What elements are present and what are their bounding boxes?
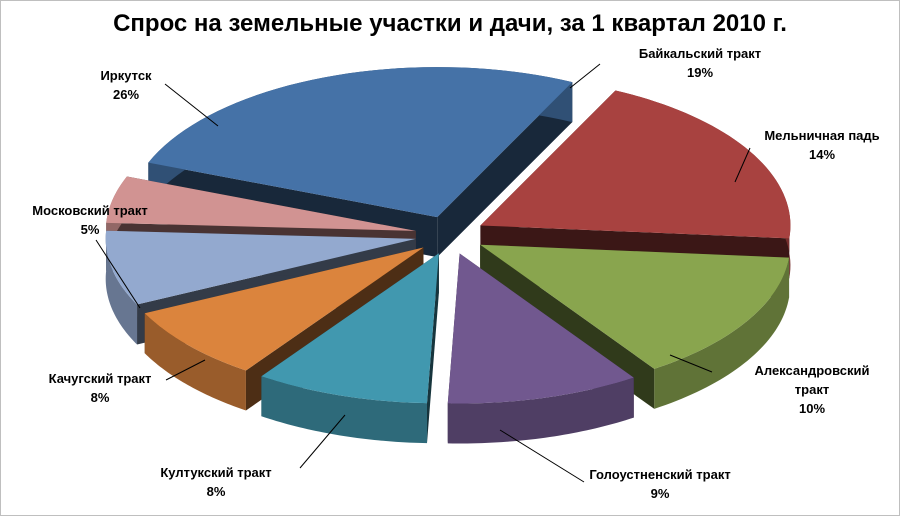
slice-percent-1: 19% xyxy=(687,65,713,80)
slice-percent-2: 14% xyxy=(809,147,835,162)
slice-label-7-line-1: Московский тракт xyxy=(32,203,148,218)
slice-label-1-line-1: Байкальский тракт xyxy=(639,46,761,61)
slice-label-3-line-1: Александровский xyxy=(754,363,869,378)
slice-label-2-line-1: Мельничная падь xyxy=(764,128,879,143)
leader-line-6 xyxy=(165,359,206,381)
pie-slice-3 xyxy=(447,253,634,444)
slice-percent-8: 26% xyxy=(113,87,139,102)
slice-label-8-line-1: Иркутск xyxy=(100,68,152,83)
leader-line-5 xyxy=(299,414,346,469)
leader-line-1 xyxy=(569,63,601,89)
pie-slices xyxy=(105,67,791,444)
slice-label-4-line-1: Голоустненский тракт xyxy=(589,467,730,482)
leader-line-4 xyxy=(499,429,585,483)
leader-line-3 xyxy=(669,354,713,373)
slice-label-5-line-1: Култукский тракт xyxy=(160,465,271,480)
slice-percent-6: 8% xyxy=(91,390,110,405)
slice-percent-7: 5% xyxy=(81,222,100,237)
slice-percent-4: 9% xyxy=(651,486,670,501)
slice-label-3-line-2: тракт xyxy=(795,382,829,397)
slice-percent-3: 10% xyxy=(799,401,825,416)
leader-line-7 xyxy=(95,239,141,309)
slice-percent-5: 8% xyxy=(207,484,226,499)
slice-label-6-line-1: Качугский тракт xyxy=(49,371,152,386)
leader-line-8 xyxy=(164,83,219,127)
pie-slice-4 xyxy=(261,253,439,444)
leader-line-2 xyxy=(734,147,751,183)
chart-title: Спрос на земельные участки и дачи, за 1 … xyxy=(113,10,787,37)
